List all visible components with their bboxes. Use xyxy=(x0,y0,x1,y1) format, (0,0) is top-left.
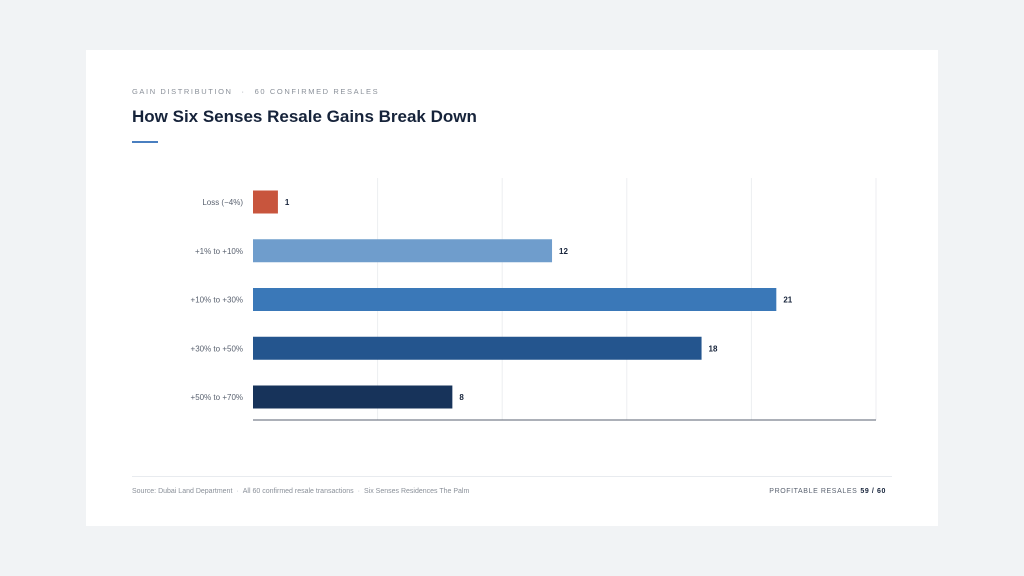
bars: Loss (−4%) 1 +1% to +10% 12 +10% to +30% 21 +3… xyxy=(191,190,793,409)
category-label-1: Loss (−4%) xyxy=(202,198,243,207)
eyebrow-separator: · xyxy=(241,87,246,96)
bar-chart: Loss (−4%) 1 +1% to +10% 12 +10% to +30% 21 +3… xyxy=(191,178,880,430)
category-label-3: +10% to +30% xyxy=(191,296,243,305)
x-axis: 0 5 10 15 20 25 xyxy=(251,419,880,430)
chart-card: GAIN DISTRIBUTION · 60 CONFIRMED RESALES H… xyxy=(86,50,938,526)
title-accent-rule xyxy=(132,141,158,143)
footer-divider xyxy=(132,476,892,477)
source-sep-1: · xyxy=(236,488,239,495)
source-part-3: Six Senses Residences The Palm xyxy=(363,488,470,495)
category-label-2: +1% to +10% xyxy=(195,247,243,256)
bar-3 xyxy=(253,288,777,311)
x-tick-label-15: 15 xyxy=(623,429,631,430)
x-tick-label-25: 25 xyxy=(872,429,880,430)
bar-2 xyxy=(253,239,553,263)
source-part-1: Source: Dubai Land Department xyxy=(132,488,233,495)
category-label-5: +50% to +70% xyxy=(191,393,243,402)
bar-4 xyxy=(253,336,702,360)
bar-5 xyxy=(253,385,453,409)
eyebrow-left: GAIN DISTRIBUTION xyxy=(132,87,233,96)
x-tick-label-20: 20 xyxy=(747,429,755,430)
x-tick-label-0: 0 xyxy=(251,429,255,430)
x-tick-label-10: 10 xyxy=(498,429,506,430)
source-part-2: All 60 confirmed resale transactions xyxy=(242,488,354,495)
value-label-4: 18 xyxy=(709,344,718,353)
page-title: How Six Senses Resale Gains Break Down xyxy=(132,107,477,126)
value-label-5: 8 xyxy=(459,393,464,402)
value-label-1: 1 xyxy=(285,198,290,207)
profitable-resales-summary: PROFITABLE RESALES 59 / 60 xyxy=(769,488,886,495)
value-label-3: 21 xyxy=(783,296,792,305)
category-label-4: +30% to +50% xyxy=(191,344,243,353)
profitable-resales-count: 59 / 60 xyxy=(860,488,886,495)
x-tick-label-5: 5 xyxy=(376,429,380,430)
profitable-resales-label: PROFITABLE RESALES xyxy=(769,488,858,495)
value-label-2: 12 xyxy=(559,247,568,256)
eyebrow-right: 60 CONFIRMED RESALES xyxy=(254,87,380,96)
source-sep-2: · xyxy=(357,488,360,495)
eyebrow: GAIN DISTRIBUTION · 60 CONFIRMED RESALES xyxy=(132,87,379,96)
footer-source: Source: Dubai Land Department · All 60 con… xyxy=(132,488,469,495)
bar-1 xyxy=(253,190,278,214)
